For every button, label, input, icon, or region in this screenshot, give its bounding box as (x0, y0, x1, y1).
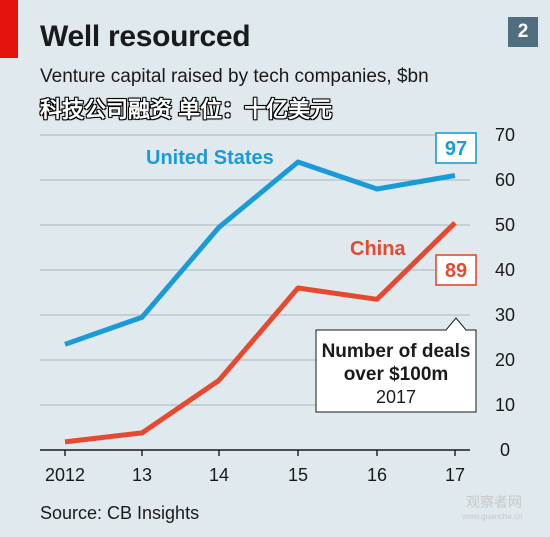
x-tick-label-2012: 2012 (45, 465, 85, 485)
chinese-caption: 科技公司融资 单位：十亿美元 (40, 97, 333, 122)
x-tick-label-17: 17 (445, 465, 465, 485)
x-tick-label-16: 16 (367, 465, 387, 485)
y-tick-label-0: 0 (500, 440, 510, 460)
y-tick-label-50: 50 (495, 215, 515, 235)
annotation-line-3: 2017 (376, 387, 416, 407)
x-tick-label-15: 15 (288, 465, 308, 485)
chart-subtitle: Venture capital raised by tech companies… (40, 66, 429, 87)
china-deal-count-box (435, 254, 477, 286)
x-tick-label-14: 14 (209, 465, 229, 485)
annotation-line-2: over $100m (344, 364, 449, 385)
watermark-url: www.guancha.cn (462, 512, 523, 521)
series-label-united-states: United States (146, 147, 274, 169)
watermark-logo: 观察者网 (466, 494, 522, 510)
chart-number-badge: 2 (508, 17, 538, 47)
x-tick-label-13: 13 (132, 465, 152, 485)
us-deal-count-box (435, 132, 477, 164)
y-tick-label-70: 70 (495, 125, 515, 145)
y-tick-label-40: 40 (495, 260, 515, 280)
us-deal-count-label: 97 (445, 138, 467, 160)
chart-title: Well resourced (40, 20, 251, 53)
series-line-china (64, 221, 457, 445)
accent-bar (0, 0, 18, 58)
china-deal-count-label: 89 (445, 260, 467, 282)
source-note: Source: CB Insights (40, 503, 200, 523)
series-label-china: China (350, 238, 406, 260)
series-line-united-states (64, 159, 456, 347)
annotation-line-1: Number of deals (322, 341, 471, 362)
annotation-callout-box (315, 317, 477, 413)
y-tick-label-10: 10 (495, 395, 515, 415)
y-tick-label-30: 30 (495, 305, 515, 325)
y-tick-label-20: 20 (495, 350, 515, 370)
y-tick-label-60: 60 (495, 170, 515, 190)
